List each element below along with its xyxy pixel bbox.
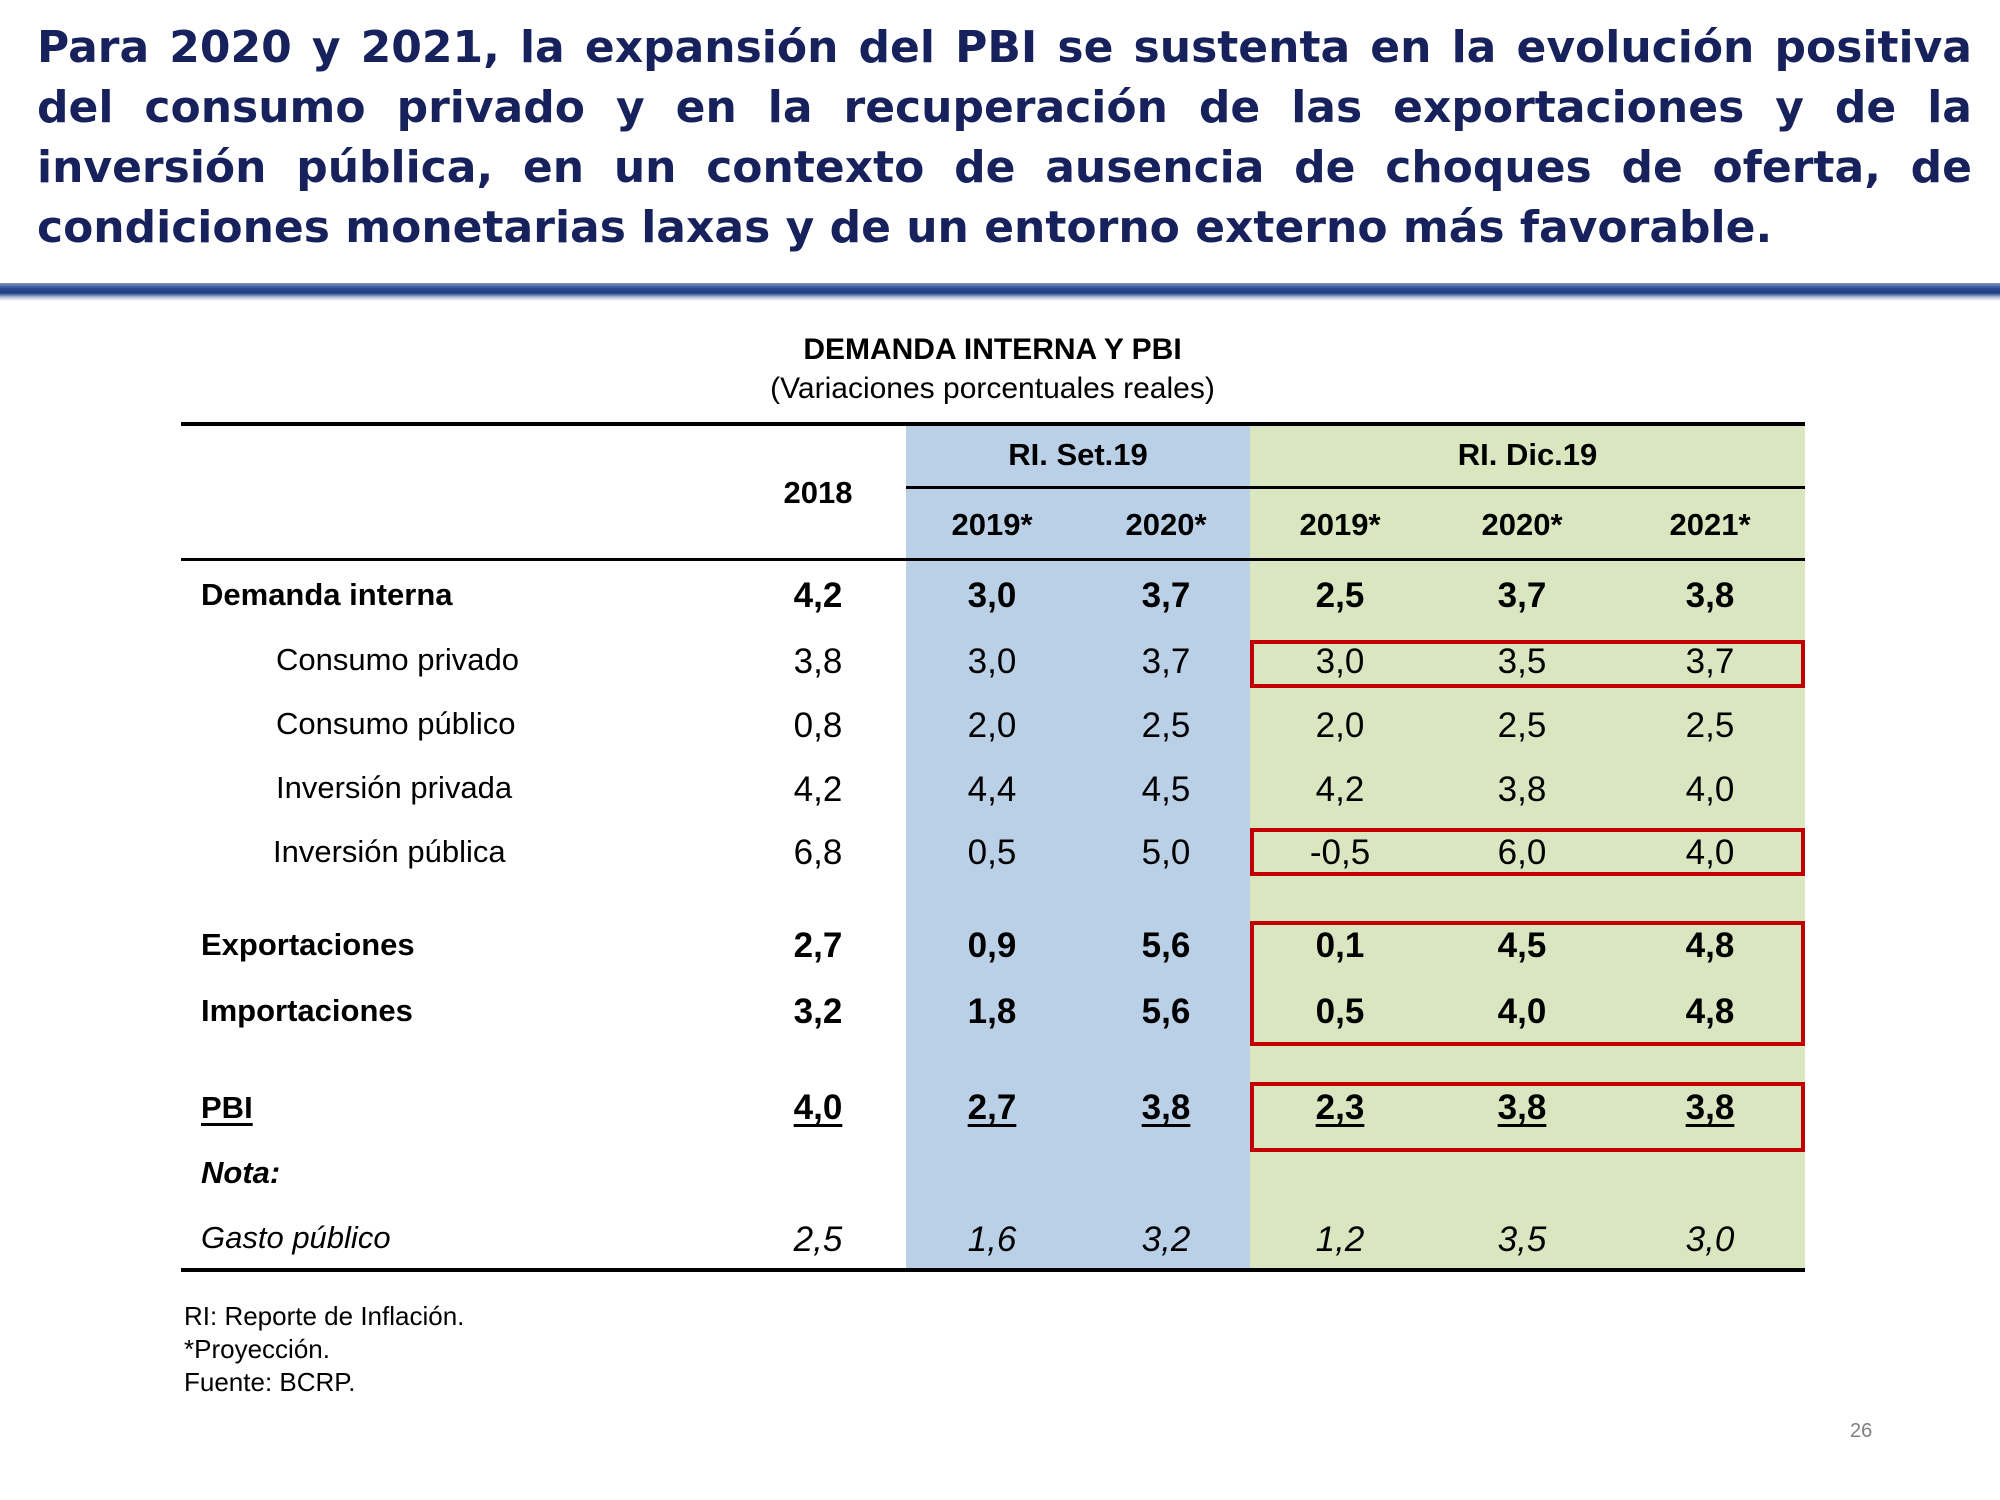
table-cell: 4,4 — [967, 770, 1017, 809]
table-cell: 4,0 — [1685, 770, 1735, 809]
column-header-dic-2020: 2020* — [1481, 507, 1563, 542]
table-cell: 4,0 — [1685, 833, 1735, 872]
column-header-2018: 2018 — [783, 475, 853, 510]
table-cell: 3,2 — [793, 992, 843, 1031]
table-bottom-rule — [181, 1268, 1805, 1272]
table-cell: 3,0 — [1685, 1220, 1735, 1259]
table-cell: 0,1 — [1315, 926, 1365, 965]
table-cell: 2,5 — [1315, 576, 1365, 615]
table-cell: 3,8 — [793, 642, 843, 681]
table-cell: -0,5 — [1309, 833, 1371, 872]
table-cell: 3,7 — [1141, 576, 1191, 615]
column-header-dic-2019: 2019* — [1299, 507, 1381, 542]
row-label-demanda-interna: Demanda interna — [201, 577, 453, 612]
row-label-pbi: PBI — [201, 1090, 253, 1125]
table-cell: 4,5 — [1497, 926, 1547, 965]
table-cell: 4,0 — [1497, 992, 1547, 1031]
row-label-consumo-publico: Consumo público — [276, 706, 516, 741]
slide-headline: Para 2020 y 2021, la expansión del PBI s… — [37, 22, 1972, 253]
table-cell: 2,0 — [967, 706, 1017, 745]
column-header-set-2020: 2020* — [1125, 507, 1207, 542]
group-header-ri-set-19: RI. Set.19 — [1008, 437, 1148, 472]
highlight-box-inversion-publica — [1250, 828, 1805, 876]
table-cell: 4,2 — [793, 576, 843, 615]
table-title: DEMANDA INTERNA Y PBI — [803, 333, 1182, 366]
row-label-importaciones: Importaciones — [201, 993, 413, 1028]
row-label-inversion-privada: Inversión privada — [276, 770, 513, 805]
table-cell: 4,2 — [1315, 770, 1365, 809]
column-header-dic-2021: 2021* — [1669, 507, 1751, 542]
ri-set-19-band — [906, 425, 1250, 1270]
table-subtitle: (Variaciones porcentuales reales) — [770, 372, 1215, 405]
table-cell: 4,8 — [1685, 992, 1735, 1031]
table-cell: 3,7 — [1685, 642, 1735, 681]
footnote-ri: RI: Reporte de Inflación. — [184, 1301, 465, 1331]
column-header-set-2019: 2019* — [951, 507, 1033, 542]
table-cell: 5,0 — [1141, 833, 1191, 872]
row-label-nota: Nota: — [201, 1155, 281, 1190]
table-cell: 4,0 — [793, 1088, 843, 1127]
table-cell: 3,2 — [1141, 1220, 1191, 1259]
table-cell: 2,7 — [793, 926, 843, 965]
page-number: 26 — [1850, 1420, 1873, 1442]
table-cell: 0,8 — [793, 706, 843, 745]
table-cell: 3,0 — [967, 642, 1017, 681]
table-cell: 3,5 — [1497, 642, 1547, 681]
table-cell: 1,2 — [1315, 1220, 1365, 1259]
table-cell: 3,7 — [1141, 642, 1191, 681]
footnote-proyeccion: *Proyección. — [184, 1334, 330, 1364]
table-cell: 2,3 — [1315, 1088, 1365, 1127]
table-cell: 2,5 — [1685, 706, 1735, 745]
table-cell: 0,9 — [967, 926, 1017, 965]
ri-dic-19-band — [1250, 425, 1805, 1270]
group-header-ri-dic-19: RI. Dic.19 — [1457, 437, 1598, 472]
table-cell: 2,5 — [1141, 706, 1191, 745]
table-cell: 3,8 — [1685, 1088, 1735, 1127]
table-cell: 3,8 — [1141, 1088, 1191, 1127]
table-cell: 5,6 — [1141, 992, 1191, 1031]
row-label-gasto-publico: Gasto público — [201, 1220, 391, 1255]
table-cell: 3,8 — [1497, 1088, 1547, 1127]
table-cell: 2,0 — [1315, 706, 1365, 745]
table-cell: 0,5 — [1315, 992, 1365, 1031]
table-cell: 4,2 — [793, 770, 843, 809]
table-cell: 3,5 — [1497, 1220, 1547, 1259]
table-cell: 3,7 — [1497, 576, 1547, 615]
row-label-inversion-publica: Inversión pública — [273, 834, 506, 869]
table-cell: 6,0 — [1497, 833, 1547, 872]
table-cell: 3,0 — [967, 576, 1017, 615]
group-header-rule — [906, 486, 1805, 489]
table-cell: 0,5 — [967, 833, 1017, 872]
table-cell: 1,6 — [967, 1220, 1017, 1259]
table-cell: 6,8 — [793, 833, 843, 872]
highlight-box-consumo-privado — [1250, 640, 1805, 688]
header-divider — [0, 283, 2000, 301]
table-cell: 2,5 — [1497, 706, 1547, 745]
highlight-box-pbi — [1250, 1082, 1805, 1152]
table-cell: 2,5 — [793, 1220, 843, 1259]
table-cell: 3,0 — [1315, 642, 1365, 681]
table-cell: 3,8 — [1497, 770, 1547, 809]
footnote-fuente: Fuente: BCRP. — [184, 1367, 356, 1397]
row-label-exportaciones: Exportaciones — [201, 927, 415, 962]
table-cell: 2,7 — [967, 1088, 1017, 1127]
table-cell: 5,6 — [1141, 926, 1191, 965]
table-cell: 3,8 — [1685, 576, 1735, 615]
table-footnotes: RI: Reporte de Inflación. *Proyección. F… — [184, 1300, 464, 1399]
header-bottom-rule — [181, 558, 1805, 561]
table-top-rule — [181, 422, 1805, 426]
row-label-consumo-privado: Consumo privado — [276, 642, 519, 677]
table-cell: 1,8 — [967, 992, 1017, 1031]
table-cell: 4,8 — [1685, 926, 1735, 965]
highlight-box-comercio-exterior — [1250, 921, 1805, 1046]
table-cell: 4,5 — [1141, 770, 1191, 809]
